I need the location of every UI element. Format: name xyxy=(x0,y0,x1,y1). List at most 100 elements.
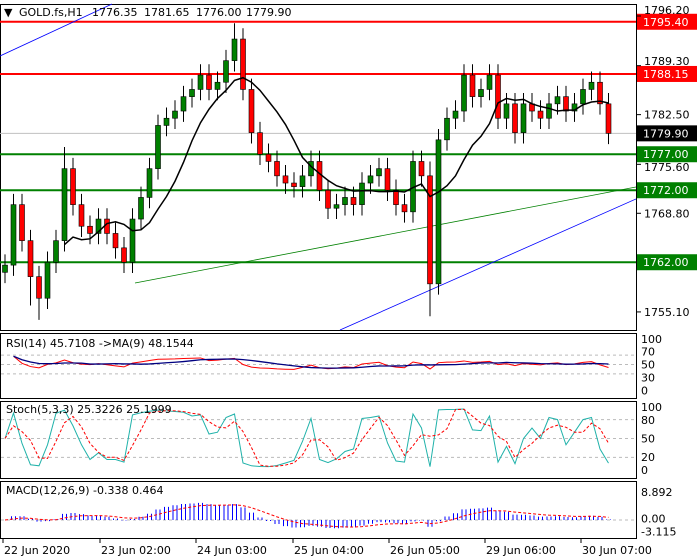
candle-body xyxy=(546,103,552,119)
candle-body xyxy=(393,189,399,205)
candle xyxy=(393,179,399,216)
candle xyxy=(342,186,348,216)
candle-body xyxy=(571,103,578,112)
level-label: 1762.00 xyxy=(643,256,689,269)
candle xyxy=(19,193,25,252)
candle xyxy=(563,85,569,122)
macd-signal-line xyxy=(4,504,609,528)
candle-body xyxy=(189,89,195,97)
candle xyxy=(61,147,68,252)
rsi-level-label: 70 xyxy=(641,346,655,359)
candle-body xyxy=(257,132,263,155)
candle xyxy=(546,93,552,130)
candle xyxy=(367,165,374,194)
stoch-level-label: 100 xyxy=(641,401,662,414)
candle xyxy=(597,71,603,115)
candle-body xyxy=(333,204,340,209)
rsi-pane-border xyxy=(0,333,637,399)
candle-body xyxy=(444,117,450,141)
candle-body xyxy=(503,103,510,119)
candle xyxy=(146,157,153,209)
moving-average-line xyxy=(64,76,609,246)
candle-body xyxy=(401,204,408,213)
candle-body xyxy=(486,74,493,90)
time-label: 23 Jun 02:00 xyxy=(101,544,171,557)
candle xyxy=(486,64,493,101)
level-tag xyxy=(637,65,697,82)
candle xyxy=(95,208,102,245)
candle xyxy=(588,71,595,101)
candle xyxy=(478,78,484,108)
candle-body xyxy=(469,74,476,97)
candle-body xyxy=(495,74,501,119)
candle xyxy=(452,100,459,130)
price-tick-label: 1782.50 xyxy=(644,109,690,122)
candle xyxy=(53,229,59,274)
candle-body xyxy=(325,189,331,209)
candle-body xyxy=(112,233,119,249)
candle xyxy=(571,93,578,122)
candle-body xyxy=(452,110,459,119)
candle-body xyxy=(435,139,442,285)
candle-body xyxy=(537,110,544,119)
candle xyxy=(274,150,280,187)
candle-body xyxy=(231,38,238,61)
candle-body xyxy=(87,225,93,234)
stoch-pane-border xyxy=(0,401,637,479)
time-label: 26 Jun 05:00 xyxy=(390,544,460,557)
collapse-triangle-icon[interactable]: ▼ xyxy=(4,6,13,19)
candle xyxy=(129,208,136,274)
candle xyxy=(248,78,255,144)
candle xyxy=(112,222,119,259)
rsi-level-label: 0 xyxy=(641,384,648,397)
candle xyxy=(444,107,450,151)
macd-level-label: 8.892 xyxy=(641,486,673,499)
candle-body xyxy=(367,175,374,184)
candle-body xyxy=(61,168,68,241)
candle xyxy=(512,93,518,144)
ohlc-low: 1776.00 xyxy=(196,6,242,19)
candle-body xyxy=(597,81,603,105)
candle xyxy=(265,143,272,173)
candle xyxy=(163,107,170,137)
candle-body xyxy=(350,197,357,205)
candle xyxy=(138,186,144,230)
candle-body xyxy=(248,89,255,133)
candle xyxy=(282,165,289,194)
level-label: 1772.00 xyxy=(643,184,689,197)
stoch-main-line xyxy=(4,408,609,468)
candle xyxy=(291,172,297,198)
price-tick-label: 1789.30 xyxy=(644,55,690,68)
candle-body xyxy=(155,125,161,169)
candle xyxy=(605,93,612,145)
candle-body xyxy=(512,103,518,133)
candle-body xyxy=(121,247,127,263)
level-label: 1777.00 xyxy=(643,148,689,161)
candle-body xyxy=(461,74,467,112)
current-price-tag xyxy=(637,125,697,142)
candle xyxy=(231,23,238,72)
candle-body xyxy=(172,110,178,119)
candle-body xyxy=(359,182,365,205)
stoch-level-label: 20 xyxy=(641,451,655,464)
candle xyxy=(180,85,187,122)
candle-body xyxy=(180,96,187,112)
candle-body xyxy=(274,161,280,177)
candle xyxy=(78,193,85,238)
candle xyxy=(87,215,93,245)
time-label: 24 Jun 03:00 xyxy=(197,544,267,557)
level-tag xyxy=(637,182,697,199)
candle-body xyxy=(554,96,561,105)
candle xyxy=(36,265,42,320)
candle xyxy=(427,161,433,317)
candle xyxy=(257,121,263,166)
stoch-level-label: 50 xyxy=(641,433,655,446)
price-tick-label: 1775.60 xyxy=(644,161,690,174)
candle xyxy=(529,93,535,122)
candle xyxy=(189,78,195,108)
candle xyxy=(537,100,544,130)
macd-label: MACD(12,26,9) -0.338 0.464 xyxy=(6,484,164,497)
candle xyxy=(223,49,229,94)
candle-body xyxy=(44,261,51,299)
